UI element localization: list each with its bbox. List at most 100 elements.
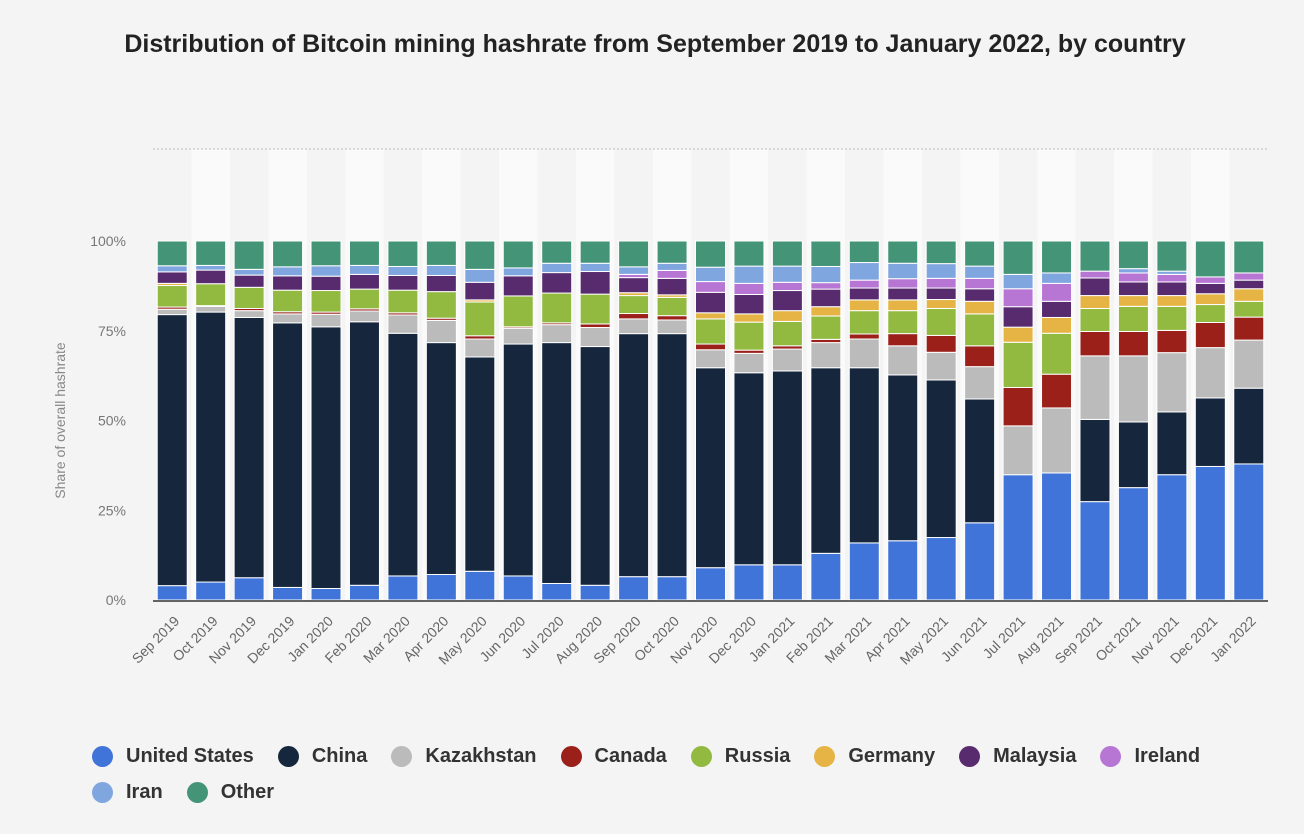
bar-segment-china	[810, 367, 842, 554]
bar-segment-other	[656, 240, 688, 264]
bar-segment-china	[348, 321, 380, 586]
bar-segment-united-states	[733, 564, 765, 601]
bar-segment-united-states	[1002, 474, 1034, 601]
bar-segment-ireland	[771, 281, 803, 292]
bar-segment-iran	[656, 262, 688, 271]
bar-segment-other	[1117, 240, 1149, 270]
legend-item[interactable]: Malaysia	[959, 744, 1076, 768]
bar-segment-kazakhstan	[848, 338, 880, 369]
bar-segment-ireland	[1117, 272, 1149, 283]
bar-segment-malaysia	[887, 287, 919, 301]
y-tick-label: 100%	[90, 233, 126, 249]
bar-segment-germany	[887, 299, 919, 312]
legend-item[interactable]: Russia	[690, 744, 791, 768]
bar-segment-ireland	[1079, 270, 1111, 279]
bar-segment-iran	[733, 265, 765, 284]
bar-segment-united-states	[656, 576, 688, 601]
bar-segment-kazakhstan	[656, 319, 688, 335]
bar-segment-kazakhstan	[771, 348, 803, 372]
legend-label: Russia	[724, 744, 791, 767]
bar-segment-ireland	[925, 277, 957, 289]
bar-segment-iran	[233, 268, 265, 276]
bar-segment-united-states	[887, 540, 919, 601]
bar-segment-canada	[1002, 386, 1034, 427]
bar-segment-china	[771, 370, 803, 566]
legend-item[interactable]: Germany	[814, 744, 935, 768]
bar-segment-canada	[1041, 373, 1073, 409]
bar-segment-united-states	[1079, 501, 1111, 601]
bar-segment-malaysia	[964, 288, 996, 302]
bar-segment-united-states	[348, 584, 380, 601]
bar-segment-russia	[848, 310, 880, 335]
bar-segment-russia	[233, 286, 265, 309]
bar-segment-united-states	[387, 575, 419, 601]
bar-segment-iran	[810, 265, 842, 284]
bar-segment-iran	[195, 264, 227, 271]
bar-segment-canada	[887, 333, 919, 347]
bar-segment-russia	[272, 289, 304, 313]
bar-segment-china	[656, 333, 688, 578]
legend-item[interactable]: Kazakhstan	[391, 744, 537, 768]
bar-segment-kazakhstan	[541, 324, 573, 344]
bar-segment-russia	[156, 285, 188, 308]
bar-segment-other	[733, 240, 765, 267]
bar-segment-russia	[887, 310, 919, 335]
legend-item[interactable]: Canada	[560, 744, 667, 768]
bar-segment-iran	[541, 262, 573, 274]
legend-item[interactable]: Ireland	[1100, 744, 1200, 768]
bar-segment-canada	[1233, 316, 1265, 341]
y-tick-label: 50%	[98, 413, 126, 429]
bar-segment-russia	[1002, 341, 1034, 388]
bar-segment-malaysia	[1117, 281, 1149, 297]
bar-segment-malaysia	[310, 275, 342, 292]
bar-segment-united-states	[848, 542, 880, 601]
bar-segment-china	[733, 372, 765, 566]
legend-item[interactable]: Other	[186, 780, 274, 804]
bar-segment-russia	[464, 301, 496, 337]
bar-segment-china	[387, 332, 419, 577]
legend-dot-icon	[814, 745, 836, 767]
bar-segment-kazakhstan	[1194, 347, 1226, 399]
bar-segment-malaysia	[348, 273, 380, 290]
bar-segment-russia	[1041, 332, 1073, 375]
bar-segment-iran	[925, 263, 957, 279]
bar-segment-canada	[925, 334, 957, 353]
legend-item[interactable]: Iran	[92, 780, 163, 804]
bar-segment-malaysia	[272, 275, 304, 291]
bar-segment-united-states	[771, 564, 803, 601]
bar-segment-malaysia	[771, 290, 803, 312]
bar-segment-malaysia	[1233, 279, 1265, 290]
bar-segment-china	[195, 311, 227, 583]
bar-segment-other	[1233, 240, 1265, 274]
bar-segment-russia	[579, 293, 611, 325]
stacked-bar-chart: 0% 25% 50% 75% 100% Share of overall hashrate…	[52, 148, 1268, 668]
legend-dot-icon	[1100, 745, 1122, 767]
bar-segment-russia	[964, 313, 996, 347]
bar-segment-malaysia	[848, 287, 880, 301]
bar-segment-other	[195, 240, 227, 266]
bar-segment-iran	[618, 266, 650, 275]
bar-segment-other	[502, 240, 534, 269]
bar-segment-canada	[618, 313, 650, 320]
bar-segment-united-states	[1156, 474, 1188, 601]
bar-segment-germany	[964, 300, 996, 315]
legend-item[interactable]: United States	[92, 744, 254, 768]
bar-segment-kazakhstan	[1079, 355, 1111, 420]
bar-segment-germany	[1079, 295, 1111, 309]
bar-segment-united-states	[272, 586, 304, 601]
bar-segment-united-states	[233, 577, 265, 601]
bar-segment-iran	[848, 262, 880, 281]
bar-segment-russia	[502, 295, 534, 328]
bar-segment-united-states	[464, 570, 496, 601]
legend-item[interactable]: China	[277, 744, 368, 768]
bar-segment-malaysia	[1156, 281, 1188, 297]
bar-segment-other	[233, 240, 265, 270]
bar-segment-kazakhstan	[925, 351, 957, 381]
legend-label: China	[311, 744, 368, 767]
bar-segment-iran	[272, 266, 304, 277]
bar-segment-russia	[1079, 307, 1111, 332]
bar-segment-iran	[887, 262, 919, 280]
bar-segment-russia	[310, 290, 342, 313]
bar-segment-other	[272, 240, 304, 268]
bar-segment-germany	[1233, 288, 1265, 302]
